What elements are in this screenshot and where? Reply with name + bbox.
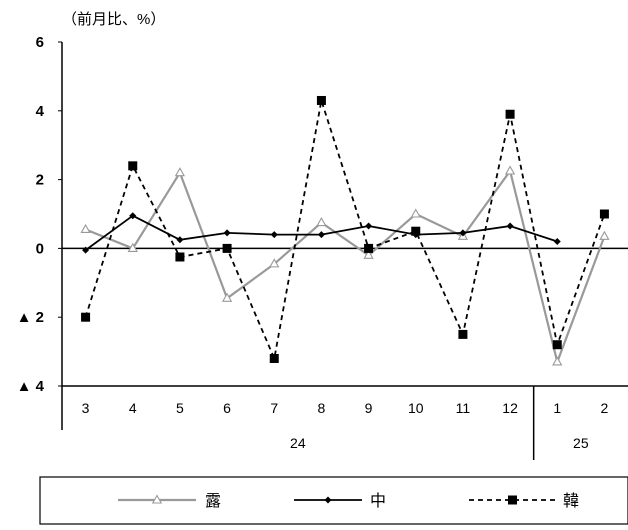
x-tick-label: 4 xyxy=(129,400,137,416)
data-point xyxy=(504,165,516,175)
series-3 xyxy=(81,95,609,363)
series-2 xyxy=(82,212,561,254)
data-point xyxy=(222,243,232,253)
y-tick-label: 6 xyxy=(36,34,44,51)
x-tick-label: 7 xyxy=(270,400,278,416)
data-point xyxy=(128,161,138,171)
data-point xyxy=(221,292,233,302)
x-axis: 3 4 5 6 7 8 9 10 11 12 1 224 25 xyxy=(82,386,609,460)
legend-label: 中 xyxy=(370,492,386,510)
legend-label: 露 xyxy=(205,493,221,510)
data-point xyxy=(151,494,163,504)
data-point xyxy=(324,496,332,504)
data-point xyxy=(269,258,280,268)
data-point xyxy=(363,249,374,259)
data-point xyxy=(80,223,91,234)
data-point xyxy=(316,95,326,105)
data-point xyxy=(458,329,468,339)
data-point xyxy=(459,229,467,237)
data-point xyxy=(410,208,421,218)
legend-item-2: 中 xyxy=(294,492,386,510)
data-point xyxy=(599,209,609,219)
legend-item-3: 韓 xyxy=(469,492,579,510)
data-point xyxy=(270,231,278,239)
y-tick-label: 2 xyxy=(36,172,44,189)
y-axis: 6 4 2 0 ▲ 2 ▲ 4 xyxy=(17,34,62,395)
x-tick-label: 12 xyxy=(502,400,518,416)
y-tick-label: 0 xyxy=(36,240,44,257)
x-tick-label: 11 xyxy=(456,400,471,416)
series-layer xyxy=(80,95,610,366)
x-tick-label: 2 xyxy=(601,400,609,416)
data-point xyxy=(174,167,186,177)
y-tick-label: ▲ 4 xyxy=(17,378,45,395)
data-point xyxy=(552,356,563,366)
data-point xyxy=(552,340,562,350)
data-point xyxy=(129,212,137,220)
unit-label: （前月比、%） xyxy=(62,11,165,28)
legend-label: 韓 xyxy=(563,492,579,510)
data-point xyxy=(553,238,561,246)
data-point xyxy=(365,222,373,230)
series-1 xyxy=(80,165,610,366)
year-label: 24 xyxy=(290,435,306,451)
data-point xyxy=(317,231,325,239)
data-point xyxy=(316,216,327,227)
data-point xyxy=(364,243,374,253)
y-tick-label: 4 xyxy=(36,103,45,120)
x-tick-label: 5 xyxy=(176,400,184,416)
series-line xyxy=(85,168,606,366)
x-tick-label: 6 xyxy=(223,400,231,416)
data-point xyxy=(599,230,610,240)
data-point xyxy=(505,109,515,119)
x-tick-label: 10 xyxy=(408,400,424,416)
y-tick-label: ▲ 2 xyxy=(17,309,44,326)
data-point xyxy=(127,242,138,252)
x-tick-label: 8 xyxy=(318,400,326,416)
x-tick-label: 1 xyxy=(553,400,561,416)
data-point xyxy=(269,353,279,363)
legend-item-1: 露 xyxy=(118,493,221,510)
data-point xyxy=(506,222,514,230)
legend: 露中韓 xyxy=(39,476,628,525)
x-tick-label: 3 xyxy=(82,400,90,416)
data-point xyxy=(176,236,184,244)
data-point xyxy=(411,226,421,236)
data-point xyxy=(223,229,231,237)
year-label: 25 xyxy=(573,435,589,451)
x-tick-label: 9 xyxy=(365,400,373,416)
series-line xyxy=(84,100,606,362)
data-point xyxy=(175,252,185,262)
data-point xyxy=(81,312,91,322)
data-point xyxy=(82,246,90,254)
data-point xyxy=(508,495,517,505)
